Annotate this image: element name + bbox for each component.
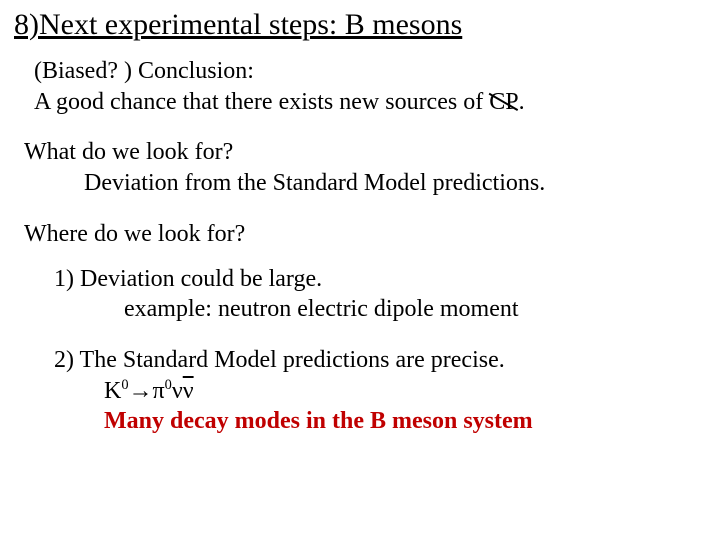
formula-nu2: ν: [183, 378, 194, 404]
conclusion-line-1: (Biased? ) Conclusion:: [34, 56, 706, 87]
formula-sup0b: 0: [165, 377, 172, 393]
formula-sup0a: 0: [121, 377, 128, 393]
cp-struck: CP: [489, 87, 518, 118]
formula-K: K: [104, 378, 121, 404]
formula-nu1: ν: [172, 378, 183, 404]
conclusion-line-2: A good chance that there exists new sour…: [34, 87, 706, 118]
conclusion-pre: A good chance that there exists new sour…: [34, 89, 489, 115]
what-question: What do we look for?: [24, 137, 706, 168]
formula-pi: π: [153, 378, 165, 404]
where-item2-many: Many decay modes in the B meson system: [104, 406, 706, 437]
where-item2-line1: 2) The Standard Model predictions are pr…: [54, 345, 706, 376]
where-question: Where do we look for?: [24, 219, 706, 250]
where-item1-line1: 1) Deviation could be large.: [54, 264, 706, 295]
where-item1-line2: example: neutron electric dipole moment: [124, 294, 706, 325]
slide-title: 8)Next experimental steps: B mesons: [14, 8, 706, 42]
formula-arrow: →: [129, 378, 153, 404]
where-item2-formula: K0→π0νν: [104, 376, 706, 407]
what-answer: Deviation from the Standard Model predic…: [84, 168, 706, 199]
conclusion-post: .: [519, 89, 525, 115]
